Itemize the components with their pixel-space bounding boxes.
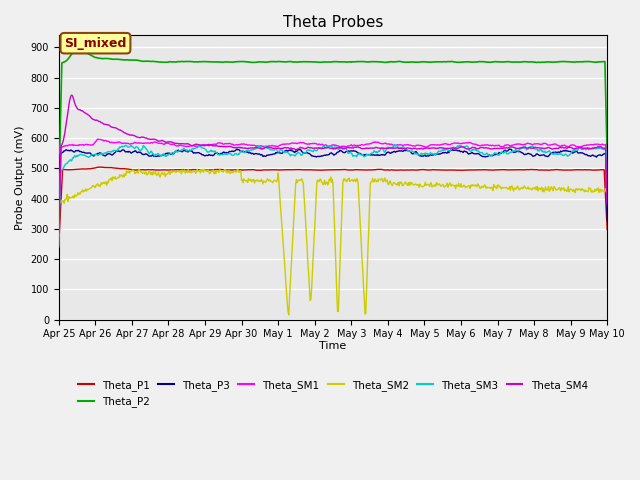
Theta_P2 [55,189,63,194]
Theta_SM3 [324,144,332,150]
Theta_P1 [55,241,63,247]
Theta_SM3 [378,145,385,151]
Theta_P3 [506,146,513,152]
Theta_P2 [433,59,440,65]
Theta_SM1 [379,141,387,147]
Theta_SM2 [326,178,334,183]
Line: Theta_P3: Theta_P3 [59,149,607,220]
Theta_P2 [554,59,561,65]
Theta_P1 [97,164,104,170]
Theta_SM2 [200,169,207,175]
Theta_SM2 [604,187,611,193]
Theta_SM1 [176,143,184,148]
Theta_P1 [604,227,611,232]
Theta_P2 [74,46,82,51]
Theta_P3 [199,152,207,157]
Theta_SM3 [199,145,207,151]
Theta_P1 [176,167,184,173]
Theta_SM3 [604,190,611,196]
Theta_SM3 [55,244,63,250]
Theta_SM1 [325,144,333,149]
Theta_P3 [432,152,440,157]
Theta_SM3 [391,142,399,148]
Theta_P3 [55,217,63,223]
Line: Theta_SM2: Theta_SM2 [59,169,607,315]
Line: Theta_P1: Theta_P1 [59,167,607,244]
Theta_SM3 [433,151,440,156]
Theta_P2 [176,59,184,64]
Theta_SM2 [433,181,441,187]
Theta_SM1 [55,230,63,236]
Theta_SM2 [55,204,63,209]
Y-axis label: Probe Output (mV): Probe Output (mV) [15,125,25,229]
Theta_P3 [175,148,183,154]
Theta_P3 [554,149,561,155]
Legend: Theta_P1, Theta_P2, Theta_P3, Theta_SM1, Theta_SM2, Theta_SM3, Theta_SM4: Theta_P1, Theta_P2, Theta_P3, Theta_SM1,… [74,376,592,411]
Theta_P3 [604,217,611,223]
Theta_P1 [325,167,333,173]
Line: Theta_SM4: Theta_SM4 [59,95,607,233]
Theta_SM2 [135,166,143,172]
Theta_SM1 [554,143,561,148]
Theta_SM4 [55,230,63,236]
Theta_SM3 [554,152,561,157]
Theta_SM4 [200,143,207,148]
Line: Theta_SM3: Theta_SM3 [59,145,607,247]
Theta_SM2 [380,179,387,185]
Theta_P2 [379,59,387,65]
Theta_SM4 [379,145,387,151]
Theta_SM4 [433,145,440,151]
Theta_SM2 [555,186,563,192]
Theta_P2 [604,156,611,161]
Title: Theta Probes: Theta Probes [283,15,383,30]
Theta_SM4 [68,92,76,98]
Theta_P1 [379,167,387,172]
Theta_SM2 [176,168,184,174]
Line: Theta_SM1: Theta_SM1 [59,139,607,233]
Theta_P3 [378,152,385,157]
Theta_SM4 [176,141,184,147]
Theta_SM2 [285,312,292,318]
Theta_P1 [200,167,207,173]
Theta_P1 [433,167,440,173]
Theta_SM1 [94,136,102,142]
Theta_SM1 [200,142,207,147]
Theta_P3 [324,152,332,157]
Theta_SM1 [604,200,611,206]
Theta_P1 [554,167,561,172]
X-axis label: Time: Time [319,341,347,350]
Theta_SM4 [554,145,561,151]
Theta_P2 [200,59,207,64]
Theta_SM3 [175,148,183,154]
Text: SI_mixed: SI_mixed [64,36,127,50]
Line: Theta_P2: Theta_P2 [59,48,607,192]
Theta_SM1 [433,143,440,148]
Theta_SM4 [325,145,333,151]
Theta_SM4 [604,203,611,208]
Theta_P2 [325,59,333,65]
